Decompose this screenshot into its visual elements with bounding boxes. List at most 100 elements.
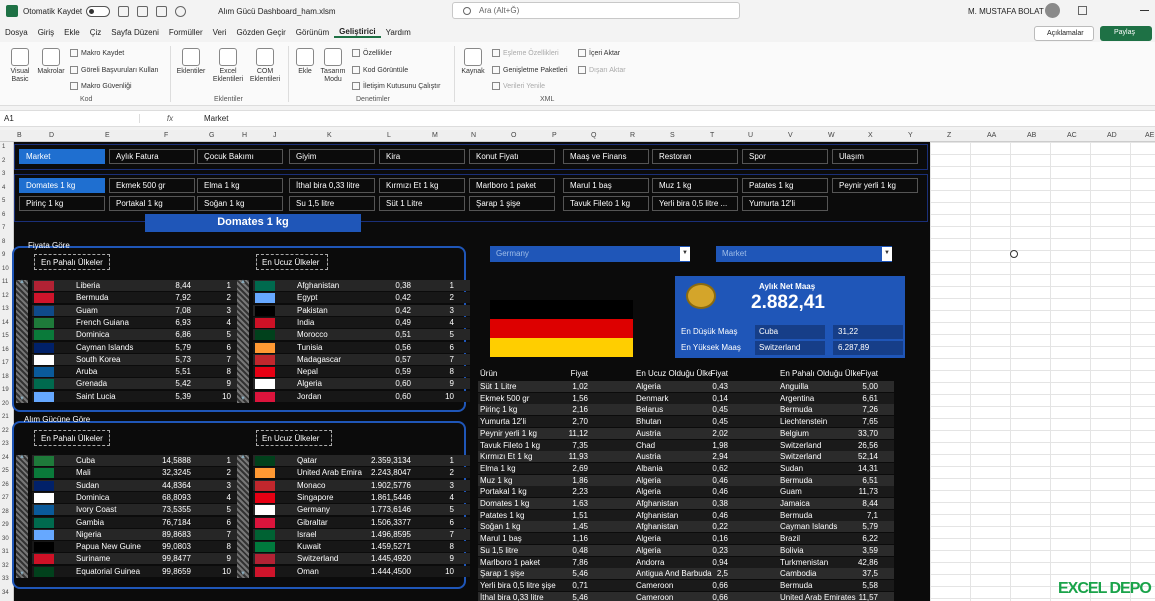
export-button[interactable]: Dışarı Aktar: [578, 66, 626, 74]
product-button[interactable]: Patates 1 kg: [742, 178, 828, 193]
menu-item[interactable]: Formüller: [168, 27, 203, 37]
scroll-down-icon[interactable]: ▼: [240, 396, 246, 402]
product-button[interactable]: Soğan 1 kg: [197, 196, 283, 211]
record-macro-button[interactable]: Makro Kaydet: [70, 49, 124, 57]
row-header[interactable]: 26: [2, 481, 9, 488]
column-header[interactable]: G: [209, 132, 215, 139]
row-header[interactable]: 13: [2, 306, 9, 312]
scroll-down-icon[interactable]: ▼: [19, 396, 25, 402]
list-scrollbar[interactable]: [16, 455, 28, 578]
category-button[interactable]: Konut Fiyatı: [469, 149, 555, 164]
import-button[interactable]: İçeri Aktar: [578, 49, 620, 57]
column-header[interactable]: U: [748, 132, 754, 139]
category-button[interactable]: Spor: [742, 149, 828, 164]
column-header[interactable]: W: [828, 132, 835, 139]
row-header[interactable]: 1: [2, 144, 6, 150]
product-button[interactable]: Yerli bira 0,5 litre ...: [652, 196, 738, 211]
category-button[interactable]: Kira: [379, 149, 465, 164]
menu-item[interactable]: Dosya: [5, 27, 28, 37]
menu-item[interactable]: Gözden Geçir: [236, 27, 286, 37]
product-button[interactable]: Yumurta 12'li: [742, 196, 828, 211]
row-header[interactable]: 22: [2, 427, 9, 434]
undo-icon[interactable]: [175, 5, 187, 17]
row-header[interactable]: 25: [2, 468, 9, 474]
row-header[interactable]: 30: [2, 535, 9, 542]
macros-button[interactable]: Makrolar: [36, 48, 66, 76]
name-box[interactable]: A1: [0, 114, 140, 123]
product-button[interactable]: Portakal 1 kg: [109, 196, 195, 211]
row-header[interactable]: 17: [2, 360, 9, 366]
run-dialog-button[interactable]: İletişim Kutusunu Çalıştır: [352, 82, 440, 90]
column-header[interactable]: Q: [591, 132, 597, 139]
scroll-down-icon[interactable]: ▼: [19, 571, 25, 577]
category-button[interactable]: Aylık Fatura: [109, 149, 195, 164]
row-header[interactable]: 4: [2, 184, 6, 191]
view-code-button[interactable]: Kod Görüntüle: [352, 66, 408, 74]
minimize-icon[interactable]: [1140, 10, 1149, 11]
sheet-grid[interactable]: EXCEL DEPO: [930, 142, 1155, 601]
relative-refs-button[interactable]: Göreli Başvuruları Kullan: [70, 66, 158, 74]
row-header[interactable]: 15: [2, 333, 9, 339]
row-header[interactable]: 12: [2, 292, 9, 299]
row-header[interactable]: 34: [2, 589, 9, 596]
row-header[interactable]: 29: [2, 522, 9, 528]
avatar[interactable]: [1045, 3, 1060, 18]
menu-item[interactable]: Yardım: [385, 27, 411, 37]
country-select[interactable]: Germany ▼: [490, 246, 690, 262]
column-header[interactable]: L: [387, 132, 391, 139]
product-button[interactable]: Marlboro 1 paket: [469, 178, 555, 193]
chevron-down-icon[interactable]: ▼: [882, 247, 892, 261]
row-header[interactable]: 23: [2, 441, 9, 447]
design-mode-button[interactable]: Tasarım Modu: [318, 48, 348, 84]
row-header[interactable]: 5: [2, 198, 6, 204]
autosave-toggle[interactable]: [86, 5, 111, 17]
menu-item[interactable]: Veri: [212, 27, 227, 37]
column-header[interactable]: F: [164, 132, 169, 139]
column-header[interactable]: P: [552, 132, 557, 139]
column-header[interactable]: V: [788, 132, 793, 139]
scroll-up-icon[interactable]: ▲: [240, 279, 246, 285]
row-header[interactable]: 8: [2, 238, 6, 245]
list-scrollbar[interactable]: [237, 455, 249, 578]
list-scrollbar[interactable]: [237, 280, 249, 403]
refresh-data-button[interactable]: Verileri Yenile: [492, 82, 545, 90]
column-header[interactable]: K: [327, 132, 332, 139]
row-header[interactable]: 2: [2, 157, 6, 164]
category-button[interactable]: Restoran: [652, 149, 738, 164]
row-header[interactable]: 33: [2, 576, 9, 582]
comments-button[interactable]: Açıklamalar: [1034, 26, 1094, 41]
screenshot-icon[interactable]: [156, 5, 168, 17]
properties-button[interactable]: Özellikler: [352, 49, 392, 57]
row-header[interactable]: 3: [2, 171, 6, 177]
column-header[interactable]: R: [630, 132, 636, 139]
product-button[interactable]: Elma 1 kg: [197, 178, 283, 193]
product-button[interactable]: Süt 1 Litre: [379, 196, 465, 211]
column-header[interactable]: M: [432, 132, 438, 139]
row-header[interactable]: 9: [2, 252, 6, 258]
scroll-down-icon[interactable]: ▼: [240, 571, 246, 577]
product-button[interactable]: Marul 1 baş: [563, 178, 649, 193]
category-button[interactable]: Çocuk Bakımı: [197, 149, 283, 164]
insert-control-button[interactable]: Ekle: [294, 48, 316, 76]
product-button[interactable]: Pirinç 1 kg: [19, 196, 105, 211]
row-header[interactable]: 28: [2, 508, 9, 515]
product-button[interactable]: Kırmızı Et 1 kg: [379, 178, 465, 193]
menu-item[interactable]: Ekle: [64, 27, 80, 37]
column-header[interactable]: T: [710, 132, 715, 139]
column-header[interactable]: D: [49, 132, 55, 139]
excel-addins-button[interactable]: Excel Eklentileri: [210, 48, 246, 84]
map-properties-button[interactable]: Eşleme Özellikleri: [492, 49, 559, 57]
category-select[interactable]: Market ▼: [716, 246, 892, 262]
source-button[interactable]: Kaynak: [458, 48, 488, 76]
column-header[interactable]: AC: [1067, 132, 1077, 139]
menu-item[interactable]: Geliştirici: [334, 27, 381, 38]
column-header[interactable]: AD: [1107, 132, 1117, 139]
column-header[interactable]: AE: [1145, 132, 1155, 139]
column-header[interactable]: Y: [908, 132, 913, 139]
row-header[interactable]: 20: [2, 400, 9, 407]
row-header[interactable]: 18: [2, 373, 9, 380]
menu-item[interactable]: Sayfa Düzeni: [111, 27, 159, 37]
row-header[interactable]: 14: [2, 319, 9, 326]
list-scrollbar[interactable]: [16, 280, 28, 403]
column-header[interactable]: AB: [1027, 132, 1037, 139]
